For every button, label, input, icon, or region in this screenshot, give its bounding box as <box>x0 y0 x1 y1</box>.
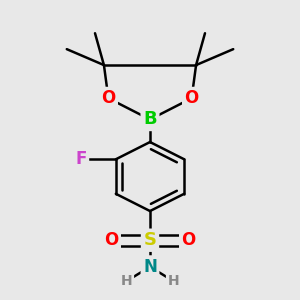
Text: O: O <box>182 231 196 249</box>
Text: O: O <box>184 89 199 107</box>
Text: S: S <box>143 231 157 249</box>
Text: O: O <box>101 89 116 107</box>
Text: H: H <box>120 274 132 288</box>
Text: O: O <box>104 231 118 249</box>
Text: H: H <box>168 274 180 288</box>
Text: B: B <box>143 110 157 128</box>
Text: N: N <box>143 258 157 276</box>
Text: F: F <box>75 150 87 168</box>
